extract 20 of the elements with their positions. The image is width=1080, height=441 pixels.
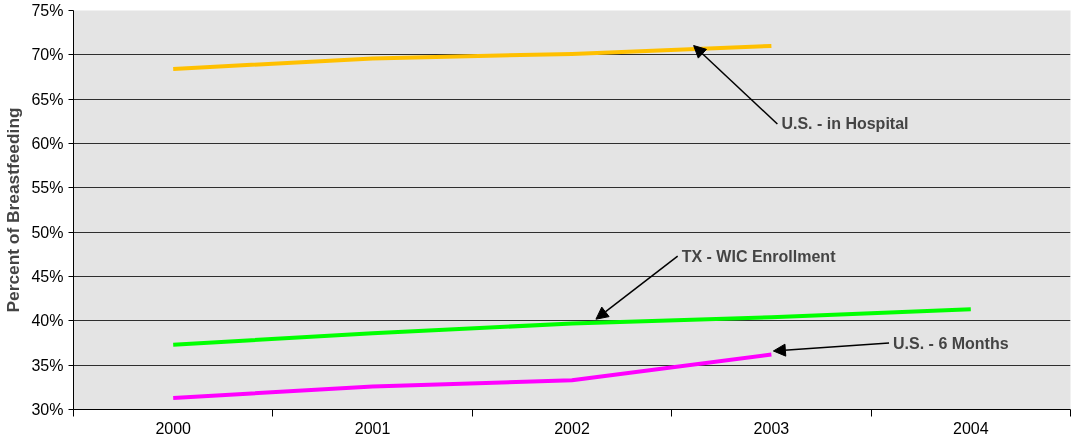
text: U.S. - in Hospital (781, 115, 909, 133)
y-tick-label: 30% (31, 401, 64, 418)
y-tick-label: 70% (31, 46, 64, 64)
y-tick-label: 45% (31, 268, 64, 285)
y-axis-title: Percent of Breastfeeding (3, 107, 24, 313)
x-tick-label: 2002 (554, 419, 590, 437)
x-tick-label: 2000 (155, 419, 192, 437)
y-tick-label: 55% (31, 179, 64, 197)
y-tick-label: 75% (31, 2, 64, 19)
y-tick-label: 50% (31, 223, 64, 241)
y-tick-label: 65% (31, 90, 64, 108)
y-tick-label: 60% (31, 135, 64, 152)
x-tick-label: 2004 (953, 419, 989, 437)
x-tick-label: 2003 (753, 419, 790, 437)
line-series (171, 43, 774, 72)
y-tick-label: 40% (31, 312, 64, 330)
text: TX - WIC Enrollment (681, 247, 837, 265)
text: U.S. - 6 Months (893, 334, 1009, 352)
y-tick-label: 35% (31, 356, 64, 374)
x-tick-label: 2001 (354, 419, 391, 437)
